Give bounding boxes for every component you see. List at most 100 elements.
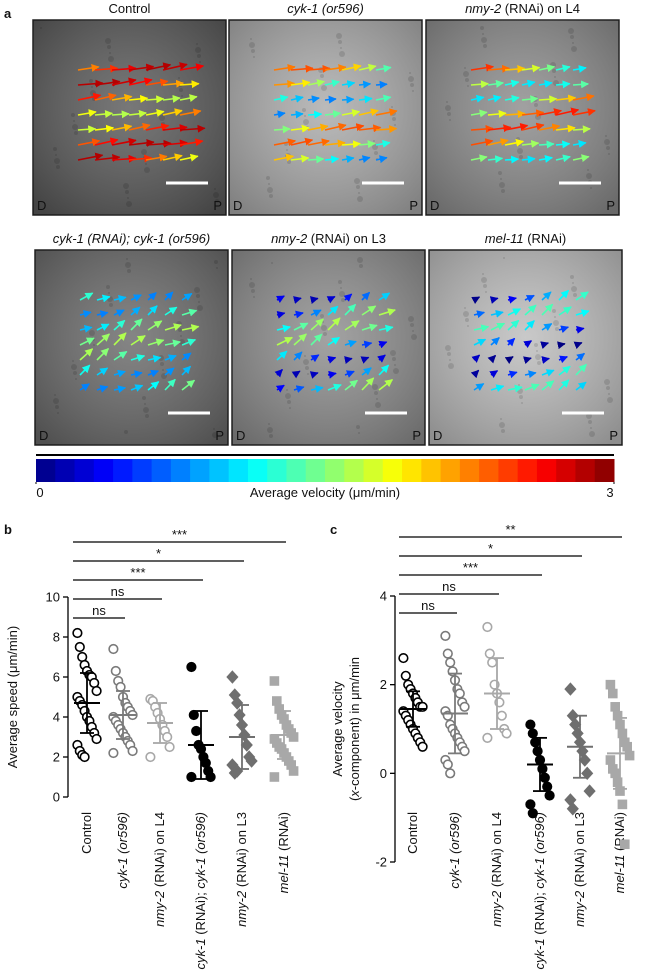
texture-speck <box>482 33 484 35</box>
colorbar-block <box>170 459 191 482</box>
texture-speck <box>195 47 201 53</box>
velocity-arrow <box>521 109 545 118</box>
texture-speck <box>93 344 95 346</box>
velocity-arrow <box>375 80 388 89</box>
texture-speck <box>320 74 324 78</box>
velocity-arrow <box>327 355 337 364</box>
velocity-arrow <box>471 296 481 304</box>
texture-speck <box>465 78 469 82</box>
texture-speck <box>480 26 484 30</box>
colorbar-block <box>93 459 114 482</box>
velocity-arrow <box>181 338 197 347</box>
velocity-arrow <box>572 93 595 102</box>
texture-speck <box>267 187 273 193</box>
colorbar-block <box>267 459 287 482</box>
texture-speck <box>109 52 111 54</box>
axis-end-label: P <box>606 198 615 213</box>
velocity-arrow <box>164 354 177 362</box>
velocity-arrow <box>541 303 554 316</box>
data-point <box>544 790 555 801</box>
velocity-arrow <box>181 379 196 391</box>
texture-speck <box>519 155 523 159</box>
colorbar-block <box>74 459 95 482</box>
velocity-arrow <box>162 108 183 117</box>
texture-speck <box>126 201 132 207</box>
x-tick-label: cyk-1 (RNAi); cyk-1 (or596) <box>193 812 208 969</box>
velocity-arrow <box>324 139 346 148</box>
velocity-arrow <box>96 347 109 361</box>
data-point <box>454 688 465 699</box>
texture-speck <box>143 407 149 413</box>
velocity-arrow <box>94 124 115 133</box>
velocity-arrow <box>344 379 359 391</box>
velocity-arrow <box>541 369 555 377</box>
texture-speck <box>180 335 182 337</box>
data-point <box>233 708 246 722</box>
velocity-arrow <box>575 352 586 362</box>
velocity-arrow <box>77 92 102 101</box>
text-segment: mel-11 <box>612 855 627 894</box>
texture-speck <box>198 301 200 303</box>
velocity-arrow <box>130 384 144 392</box>
velocity-arrow <box>341 123 365 132</box>
text-segment: nmy-2 <box>572 890 587 927</box>
velocity-arrow <box>290 64 314 73</box>
axis-end-label: P <box>412 428 421 443</box>
velocity-arrow <box>504 155 520 164</box>
velocity-arrow <box>524 304 537 316</box>
texture-speck <box>89 79 93 83</box>
text-segment: (RNAi) on L3 <box>307 231 386 246</box>
texture-speck <box>289 407 291 409</box>
data-point <box>583 784 596 798</box>
velocity-arrow <box>162 79 185 88</box>
texture-speck <box>305 366 309 370</box>
velocity-arrow <box>558 365 571 376</box>
texture-speck <box>408 316 414 322</box>
axis-end-label: P <box>215 428 224 443</box>
colorbar-block <box>498 459 519 482</box>
velocity-arrow <box>324 95 337 104</box>
texture-speck <box>412 90 414 92</box>
velocity-arrow <box>113 309 125 317</box>
velocity-arrow <box>145 123 170 131</box>
texture-speck <box>467 325 469 327</box>
data-point <box>527 728 538 739</box>
significance-label: ns <box>92 603 106 618</box>
significance-label: ns <box>442 579 456 594</box>
text-segment: cyk-1 <box>193 938 208 969</box>
texture-speck <box>197 54 201 58</box>
text-segment: ( <box>347 796 362 801</box>
velocity-arrow <box>555 80 571 89</box>
velocity-arrow <box>77 63 100 72</box>
velocity-arrow <box>521 64 541 73</box>
texture-speck <box>571 286 577 292</box>
velocity-arrow <box>470 124 494 133</box>
texture-speck <box>503 257 505 259</box>
velocity-arrow <box>164 306 178 316</box>
texture-speck <box>304 355 306 357</box>
velocity-arrow <box>96 367 109 376</box>
texture-speck <box>372 384 378 390</box>
velocity-arrow <box>145 153 168 162</box>
data-point <box>527 808 538 819</box>
velocity-arrow <box>179 124 206 133</box>
texture-speck <box>412 330 414 332</box>
velocity-arrow <box>147 369 159 378</box>
texture-speck <box>250 278 252 280</box>
texture-speck <box>251 49 255 53</box>
velocity-arrow <box>558 289 570 301</box>
velocity-arrow <box>310 354 320 363</box>
text-segment: nmy-2 <box>465 1 502 16</box>
data-point <box>79 751 90 763</box>
texture-speck <box>554 316 556 318</box>
texture-speck <box>338 40 342 44</box>
velocity-arrow <box>147 381 160 391</box>
axis-end-label: D <box>236 428 245 443</box>
velocity-arrow <box>361 291 371 301</box>
velocity-arrow <box>164 339 181 348</box>
texture-speck <box>481 37 487 43</box>
velocity-arrow <box>504 110 526 119</box>
velocity-arrow <box>572 154 590 163</box>
colorbar-block <box>325 459 345 482</box>
data-point <box>581 766 594 781</box>
